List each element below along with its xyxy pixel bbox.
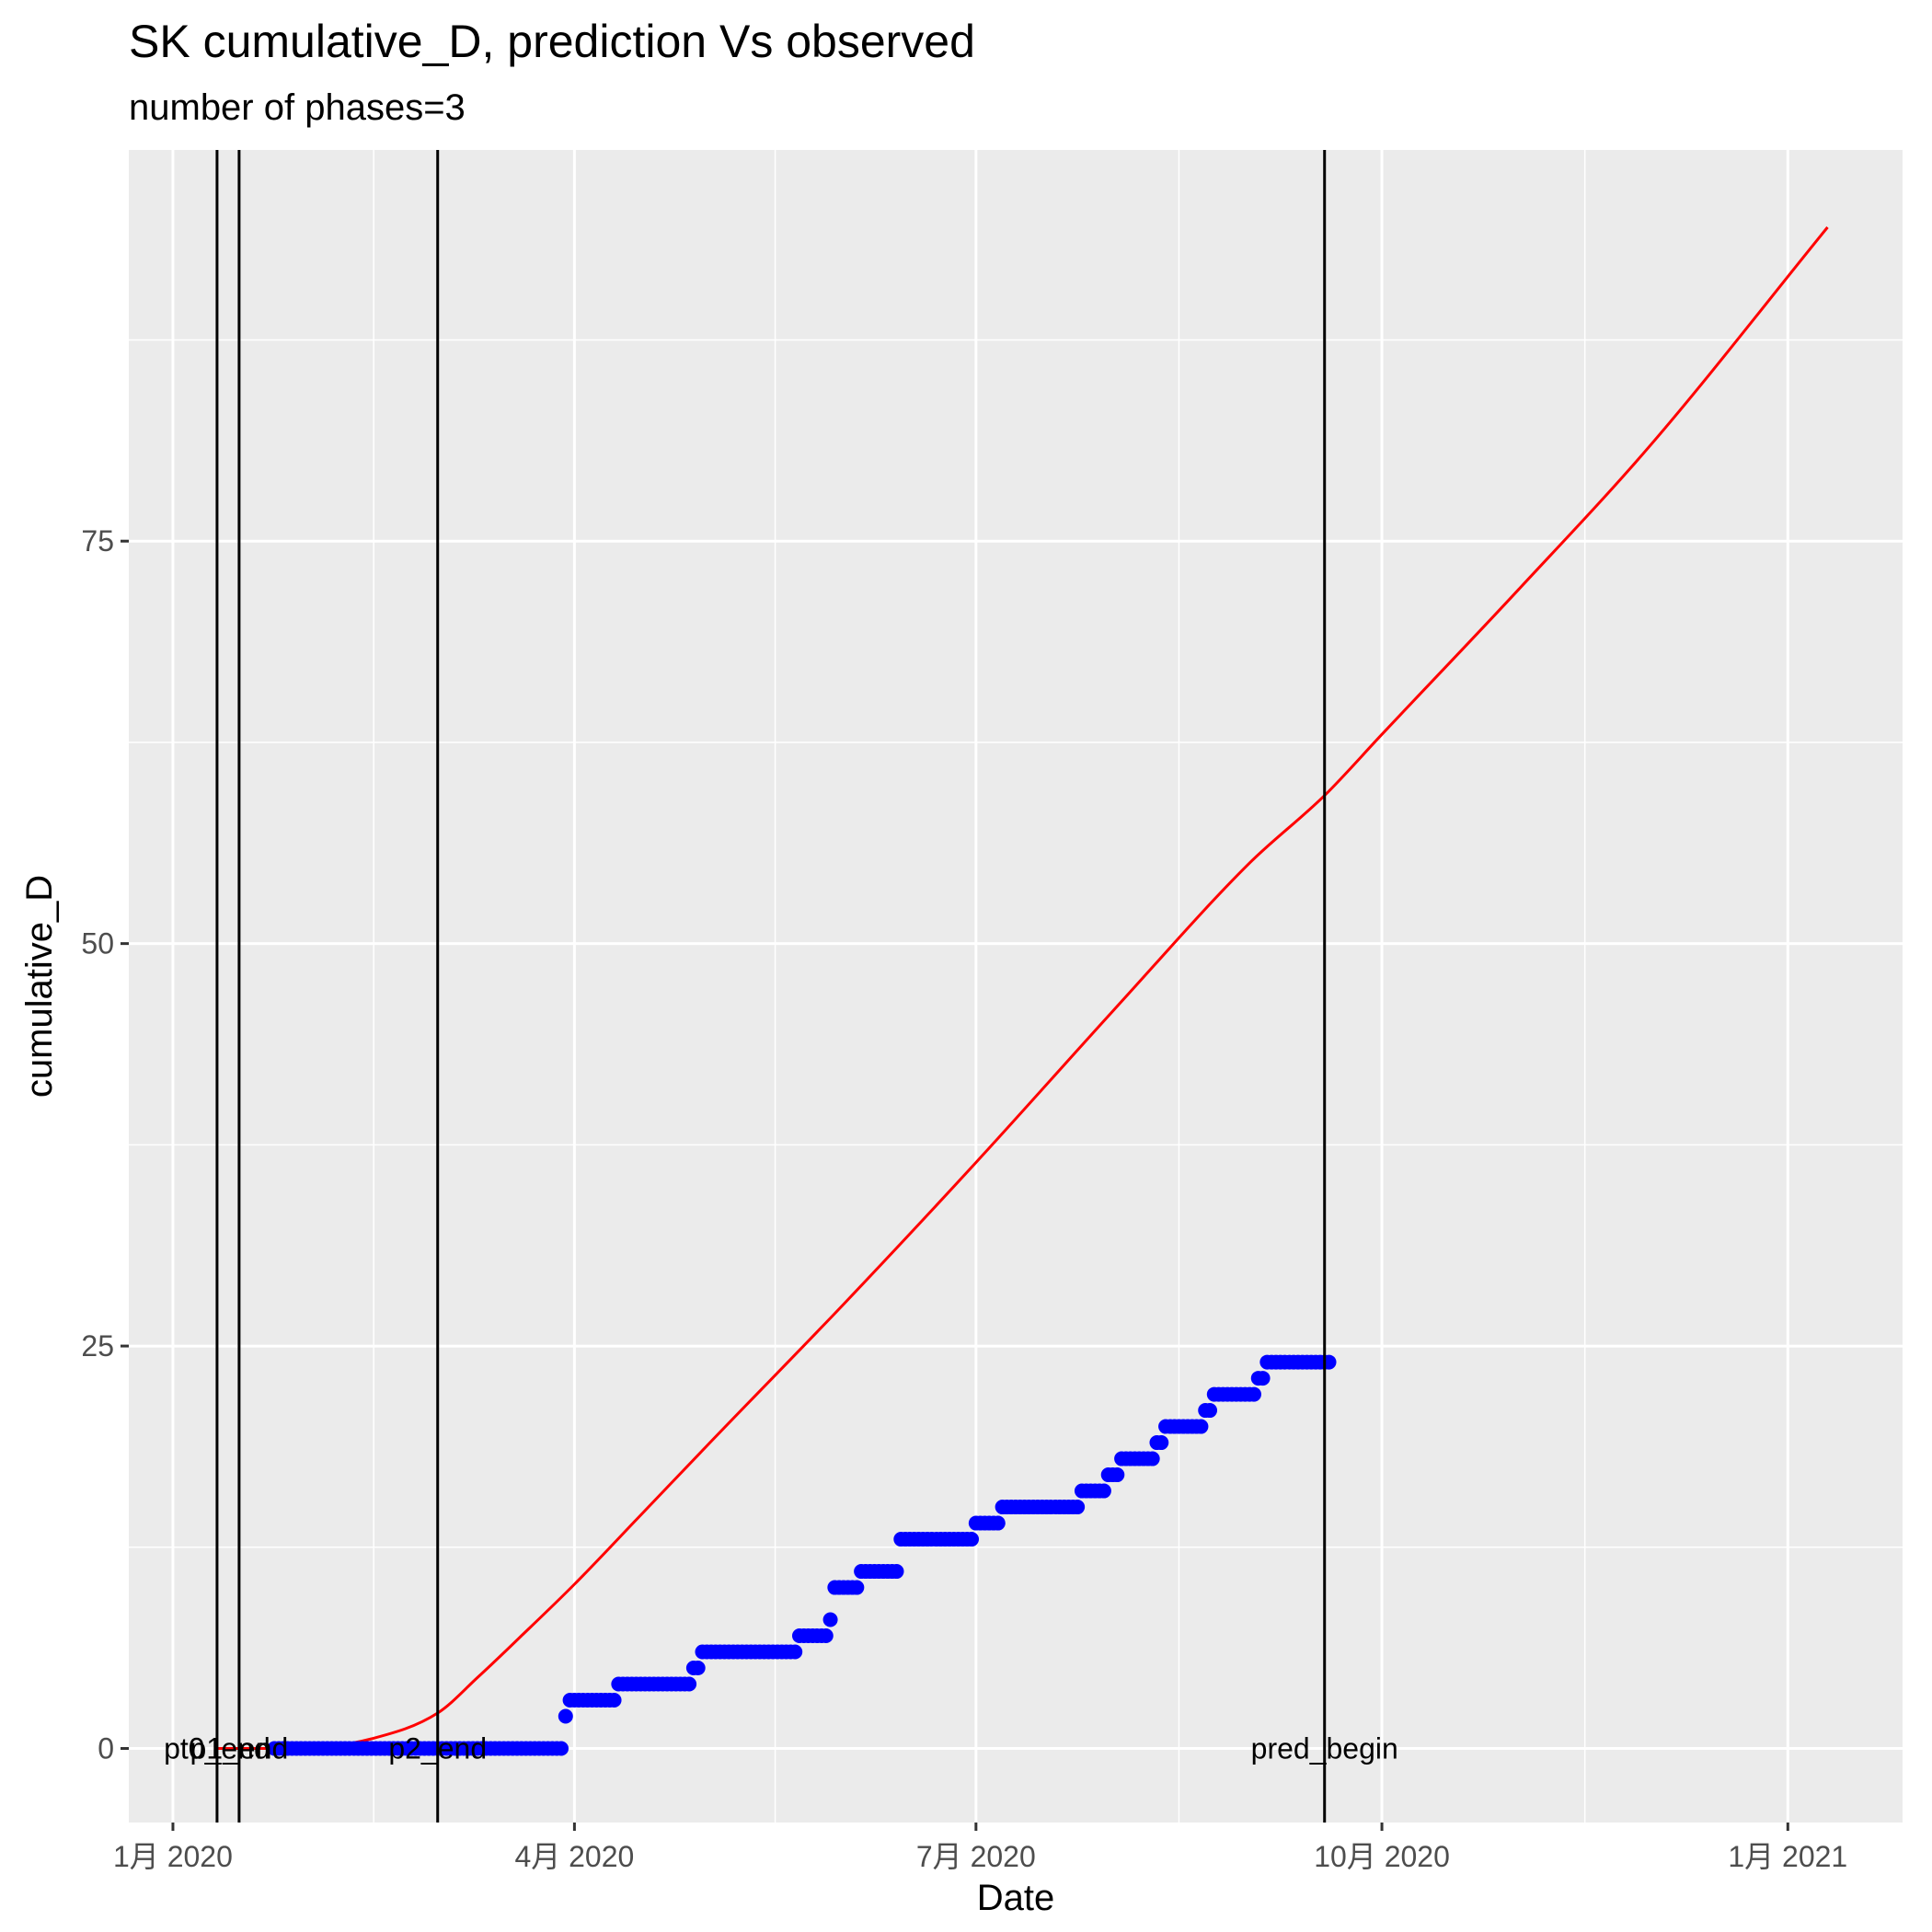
observed-point bbox=[682, 1676, 697, 1692]
observed-point bbox=[1255, 1371, 1271, 1386]
y-tick-label: 75 bbox=[81, 524, 114, 558]
axis-ticks bbox=[121, 539, 1789, 1831]
tick-labels: 1月 2020 4月 2020 7月 2020 10月 2020 1月 2021 0 25 5… bbox=[81, 524, 1847, 1873]
phase-line-label: p2_end bbox=[388, 1732, 487, 1765]
observed-point bbox=[889, 1564, 904, 1580]
phase-line-label: pred_begin bbox=[1251, 1732, 1398, 1765]
observed-point bbox=[1202, 1403, 1218, 1419]
chart-title: SK cumulative_D, prediction Vs observed bbox=[129, 16, 975, 67]
observed-point bbox=[849, 1580, 865, 1595]
observed-point bbox=[606, 1693, 622, 1708]
observed-point bbox=[1096, 1483, 1111, 1499]
observed-point bbox=[964, 1532, 980, 1547]
observed-point bbox=[822, 1612, 838, 1627]
observed-point bbox=[1193, 1419, 1209, 1434]
x-axis-title: Date bbox=[977, 1878, 1055, 1918]
observed-point bbox=[788, 1644, 803, 1660]
observed-point bbox=[558, 1708, 573, 1724]
observed-point bbox=[690, 1661, 706, 1676]
observed-point bbox=[1110, 1467, 1125, 1483]
plot-panel bbox=[129, 150, 1903, 1823]
chart-subtitle: number of phases=3 bbox=[129, 87, 466, 128]
grid-minor bbox=[129, 150, 1903, 1823]
y-axis-title: cumulative_D bbox=[19, 875, 60, 1098]
phase-line-label: pt0_end bbox=[164, 1732, 270, 1765]
observed-point bbox=[554, 1741, 569, 1756]
x-tick-label: 10月 2020 bbox=[1314, 1840, 1450, 1873]
x-tick-label: 1月 2020 bbox=[113, 1840, 233, 1873]
x-tick-label: 7月 2020 bbox=[916, 1840, 1036, 1873]
y-tick-label: 25 bbox=[81, 1329, 114, 1363]
phase-line-label: p1_end bbox=[190, 1732, 289, 1765]
y-tick-label: 50 bbox=[81, 927, 114, 960]
observed-point bbox=[818, 1628, 834, 1644]
x-tick-label: 4月 2020 bbox=[514, 1840, 634, 1873]
x-tick-label: 1月 2021 bbox=[1728, 1840, 1847, 1873]
observed-point bbox=[990, 1515, 1006, 1531]
y-tick-label: 0 bbox=[98, 1732, 114, 1765]
observed-point bbox=[1144, 1451, 1160, 1466]
observed-point bbox=[1246, 1386, 1261, 1402]
observed-point bbox=[1070, 1500, 1086, 1515]
observed-point bbox=[1154, 1435, 1169, 1451]
